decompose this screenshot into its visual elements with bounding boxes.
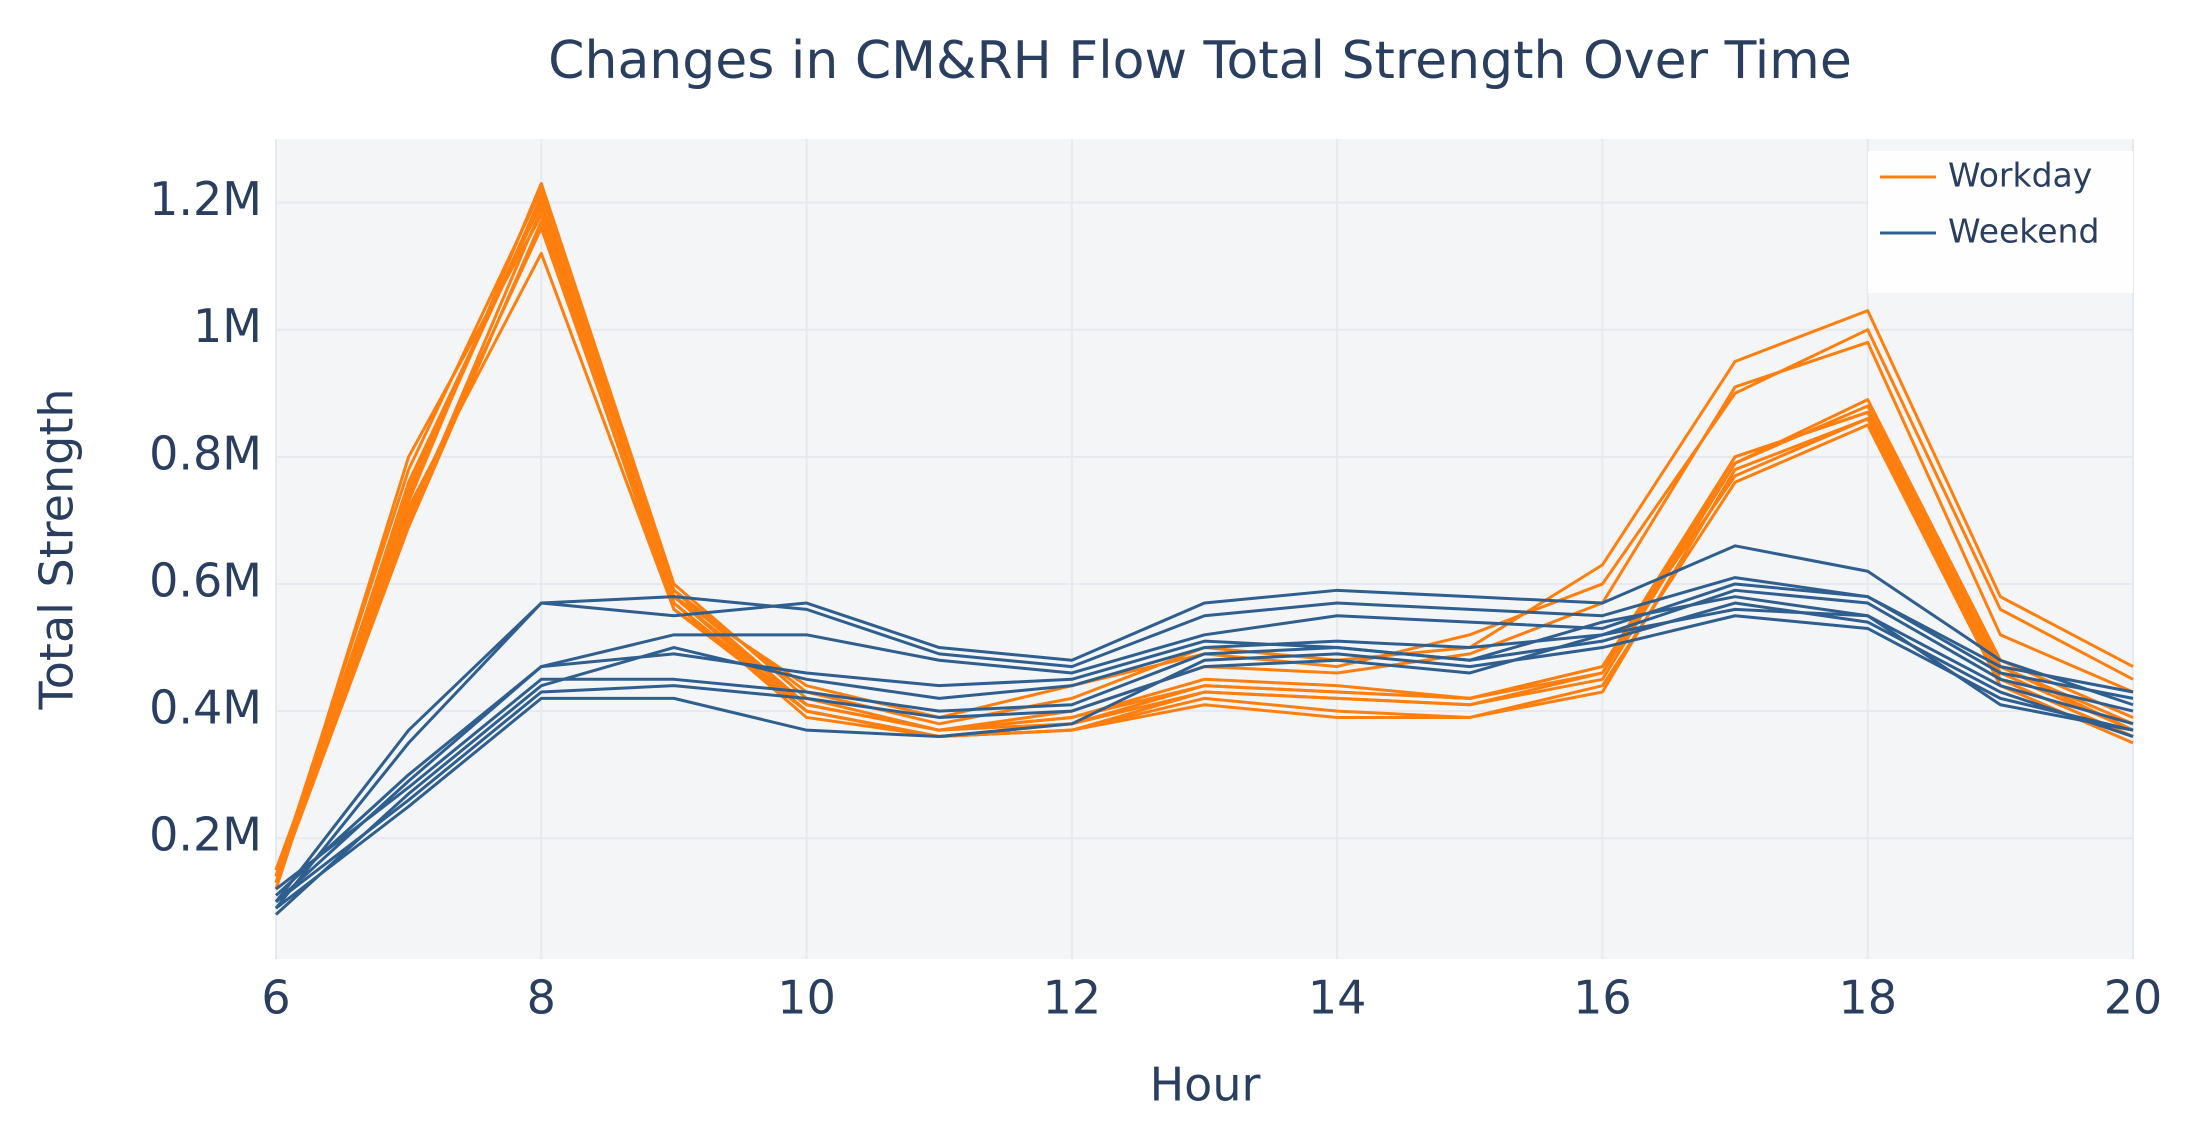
lines	[274, 181, 2134, 916]
series-line	[274, 588, 2134, 916]
series-line	[274, 544, 2134, 903]
y-axis-title: Total Strength	[30, 388, 84, 710]
series-line	[275, 614, 2134, 910]
x-axis-title: Hour	[1150, 1058, 1261, 1112]
series-line	[274, 194, 2134, 884]
x-tick-label: 20	[2104, 971, 2163, 1025]
legend-label: Workday	[1948, 156, 2092, 195]
y-tick-label: 1.2M	[149, 172, 262, 226]
x-tick-label: 14	[1308, 971, 1367, 1025]
legend-label: Weekend	[1948, 212, 2099, 251]
x-tick-label: 10	[777, 971, 836, 1025]
x-tick-label: 16	[1573, 971, 1632, 1025]
x-tick-label: 18	[1838, 971, 1897, 1025]
legend-box	[1868, 151, 2133, 293]
plot-area	[276, 139, 2133, 959]
x-tick-label: 6	[261, 971, 290, 1025]
series-line	[274, 576, 2134, 910]
x-tick-label: 8	[527, 971, 556, 1025]
series-line	[275, 607, 2134, 903]
y-tick-label: 0.2M	[149, 808, 262, 862]
series-line	[274, 582, 2134, 897]
series-line	[274, 220, 2134, 884]
series-line	[275, 601, 2134, 891]
series-line	[274, 201, 2134, 877]
x-tick-label: 12	[1043, 971, 1102, 1025]
chart-title: Changes in CM&RH Flow Total Strength Ove…	[548, 31, 1852, 91]
y-tick-label: 0.6M	[149, 553, 262, 607]
y-tick-label: 0.8M	[149, 426, 262, 480]
series-line	[274, 181, 2134, 877]
series-line	[274, 595, 2134, 903]
y-tick-label: 1M	[193, 299, 262, 353]
y-tick-label: 0.4M	[149, 681, 262, 735]
legend: Workday Weekend	[1868, 151, 2133, 293]
